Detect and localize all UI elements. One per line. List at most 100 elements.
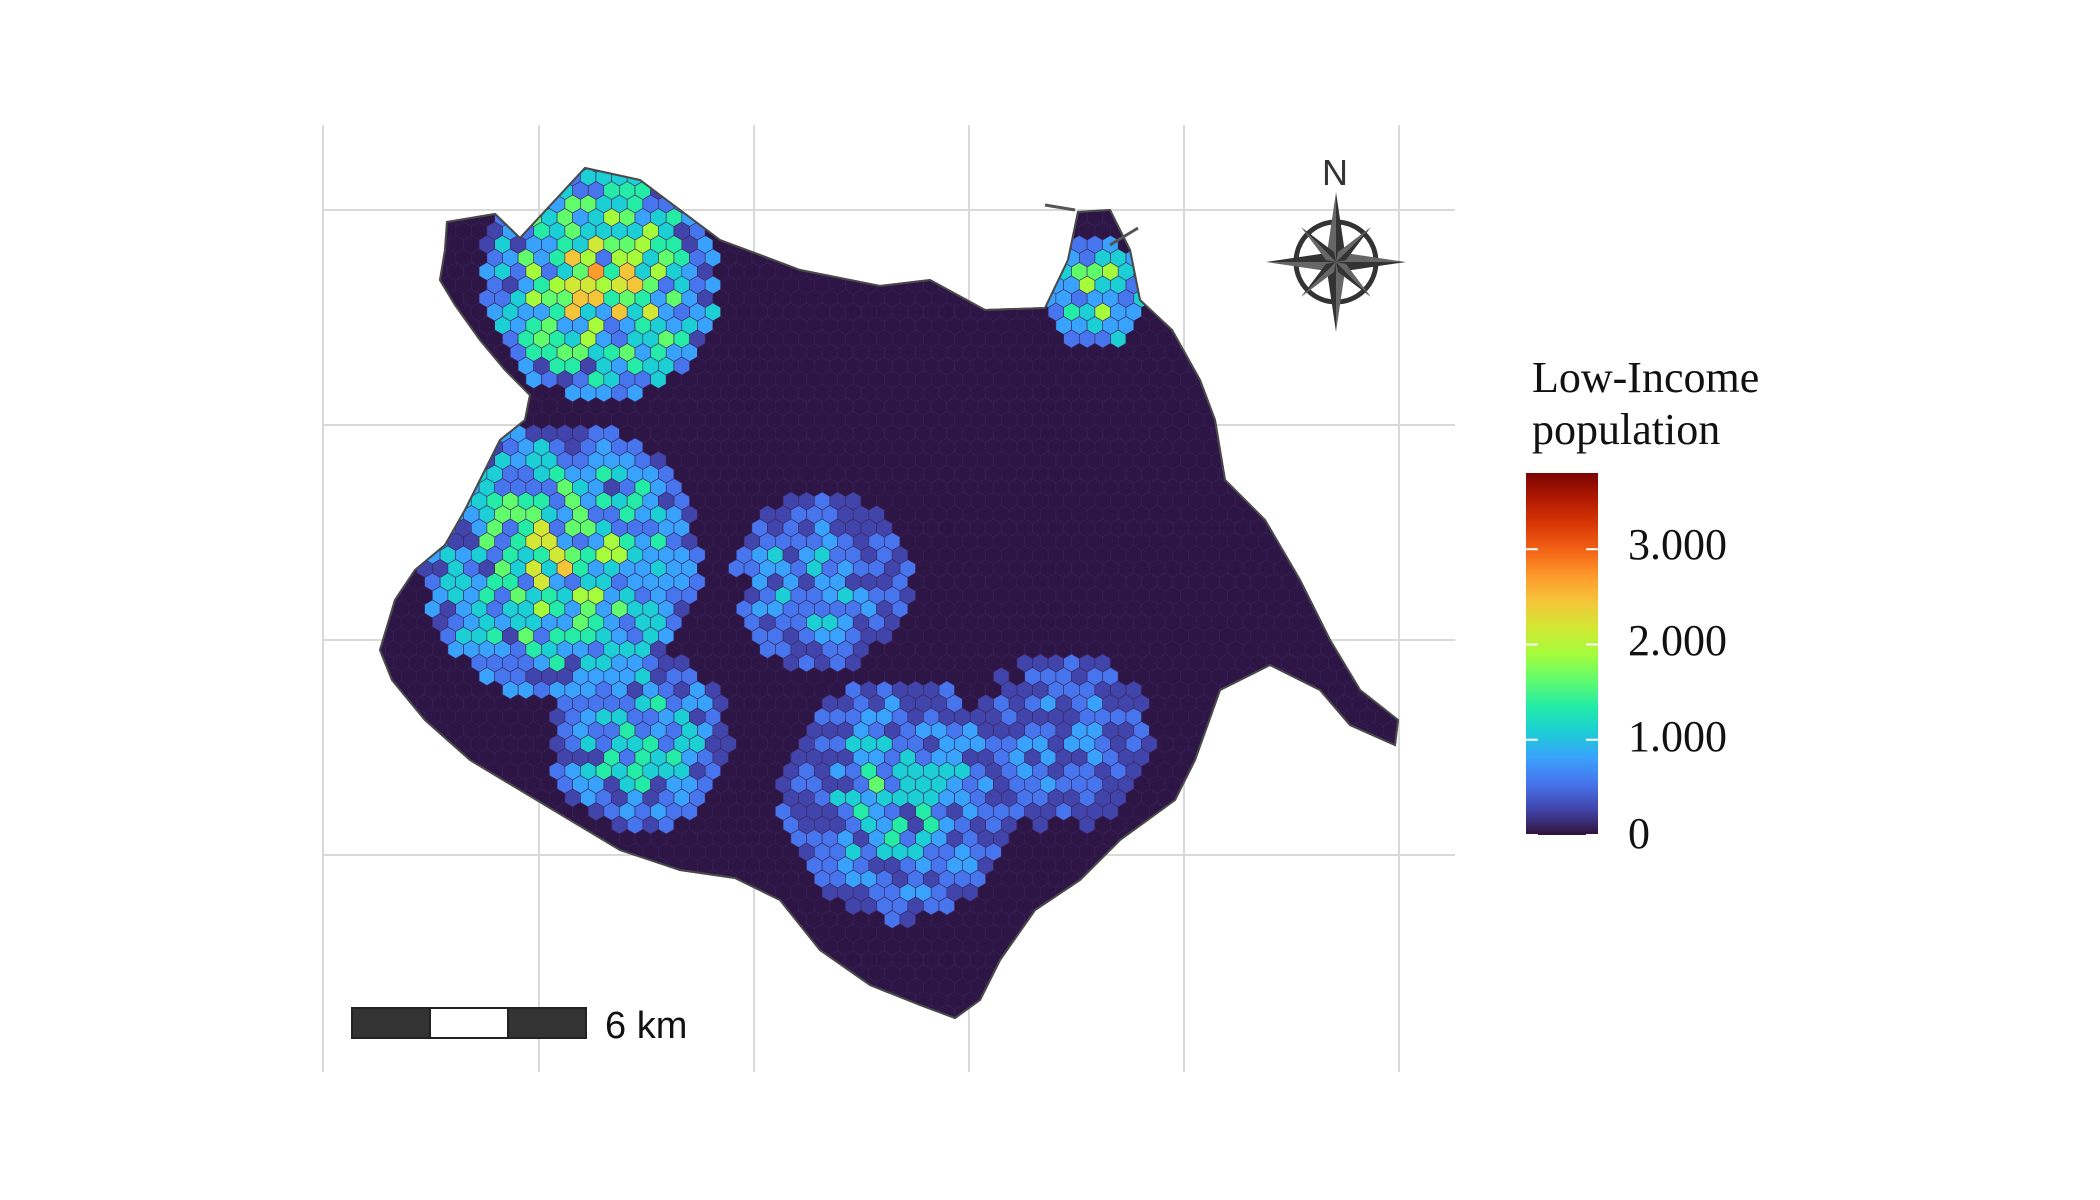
hex-cell [595,950,612,970]
hex-cell [1351,613,1368,632]
hex-cell [1258,937,1275,956]
hex-cell [416,883,433,902]
hex-cell [1399,965,1415,983]
hex-cell [1086,168,1103,173]
hex-cell [759,964,776,983]
hex-cell [1156,896,1174,916]
hex-cell [1344,410,1361,430]
hex-cell [385,532,402,551]
hex-cell [1266,491,1283,511]
hex-cell [1351,532,1368,551]
hex-cell [1172,815,1189,835]
hex-cell [689,923,706,943]
hex-cell [1399,263,1415,281]
hex-cell [782,977,800,997]
hex-cell [425,141,441,159]
hex-cell [798,950,815,970]
hex-cell [619,937,636,956]
hex-cell [852,208,870,227]
hex-cell [1258,910,1275,929]
hex-cell [1164,910,1181,929]
hex-cell [1382,532,1398,551]
hex-cell [1399,155,1415,173]
hex-cell [1234,302,1251,322]
hex-cell [1328,518,1345,538]
hex-cell [1382,667,1398,686]
hex-cell [1407,843,1423,861]
hex-cell [1188,168,1205,187]
hex-cell [1250,869,1267,889]
hex-cell [1172,923,1189,943]
hex-cell [1407,627,1423,645]
hex-cell [1071,991,1088,1010]
hex-cell [1290,1019,1306,1037]
hex-cell [1234,383,1251,403]
hex-cell [642,869,659,889]
hex-cell [1234,410,1251,430]
hex-cell [494,168,511,173]
hex-cell [1328,464,1345,484]
hex-cell [1407,1005,1423,1023]
hex-cell [564,896,581,916]
hex-cell [408,491,425,511]
hex-cell [813,977,831,997]
hex-cell [362,438,378,456]
hex-cell [447,478,464,497]
hex-cell [845,1004,862,1018]
hex-cell [1164,289,1181,308]
hex-cell [478,370,496,389]
hex-cell [1375,518,1392,538]
hex-cell [1399,371,1415,389]
hex-cell [1375,977,1392,997]
hex-cell [985,168,1002,187]
hex-cell [572,991,589,1010]
hex-cell [1125,842,1142,862]
hex-cell [1149,937,1166,956]
hex-cell [962,181,979,200]
hex-cell [907,1004,924,1018]
hex-cell [1063,923,1080,943]
hex-cell [1367,370,1384,389]
hex-cell [1399,911,1415,929]
hex-cell [1351,586,1368,605]
hex-cell [1359,518,1376,538]
hex-cell [1328,734,1345,754]
hex-cell [1047,168,1064,187]
hex-cell [1351,775,1368,794]
hex-cell [626,923,644,943]
hex-cell [1266,248,1283,268]
hex-cell [362,411,378,429]
hex-cell [447,424,464,443]
hex-cell [884,181,901,200]
hex-cell [1281,815,1298,835]
hex-cell [806,964,823,983]
hex-cell [923,248,940,268]
hex-cell [1297,842,1314,862]
hex-cell [1156,923,1174,943]
hex-cell [478,181,496,200]
hex-cell [1195,262,1213,281]
hex-cell [1188,950,1205,970]
hex-cell [439,788,457,808]
hex-cell [845,977,862,997]
hex-cell [877,141,893,159]
hex-cell [1195,991,1213,1010]
legend-label-0: 0 [1628,809,1650,858]
hex-cell [1351,505,1368,524]
hex-cell [1227,370,1244,389]
hex-cell [1367,451,1384,470]
hex-cell [1399,290,1415,308]
hex-cell [1382,262,1398,281]
hex-cell [1032,275,1049,295]
hex-cell [704,923,722,943]
hex-cell [1305,451,1322,470]
hex-cell [1055,937,1072,956]
hex-cell [400,964,418,983]
hex-cell [1219,896,1236,916]
hex-cell [735,221,753,241]
hex-cell [1250,275,1267,295]
hex-cell [1195,856,1213,875]
hex-cell [1102,883,1119,902]
hex-cell [1375,680,1392,700]
hex-cell [1382,748,1398,767]
